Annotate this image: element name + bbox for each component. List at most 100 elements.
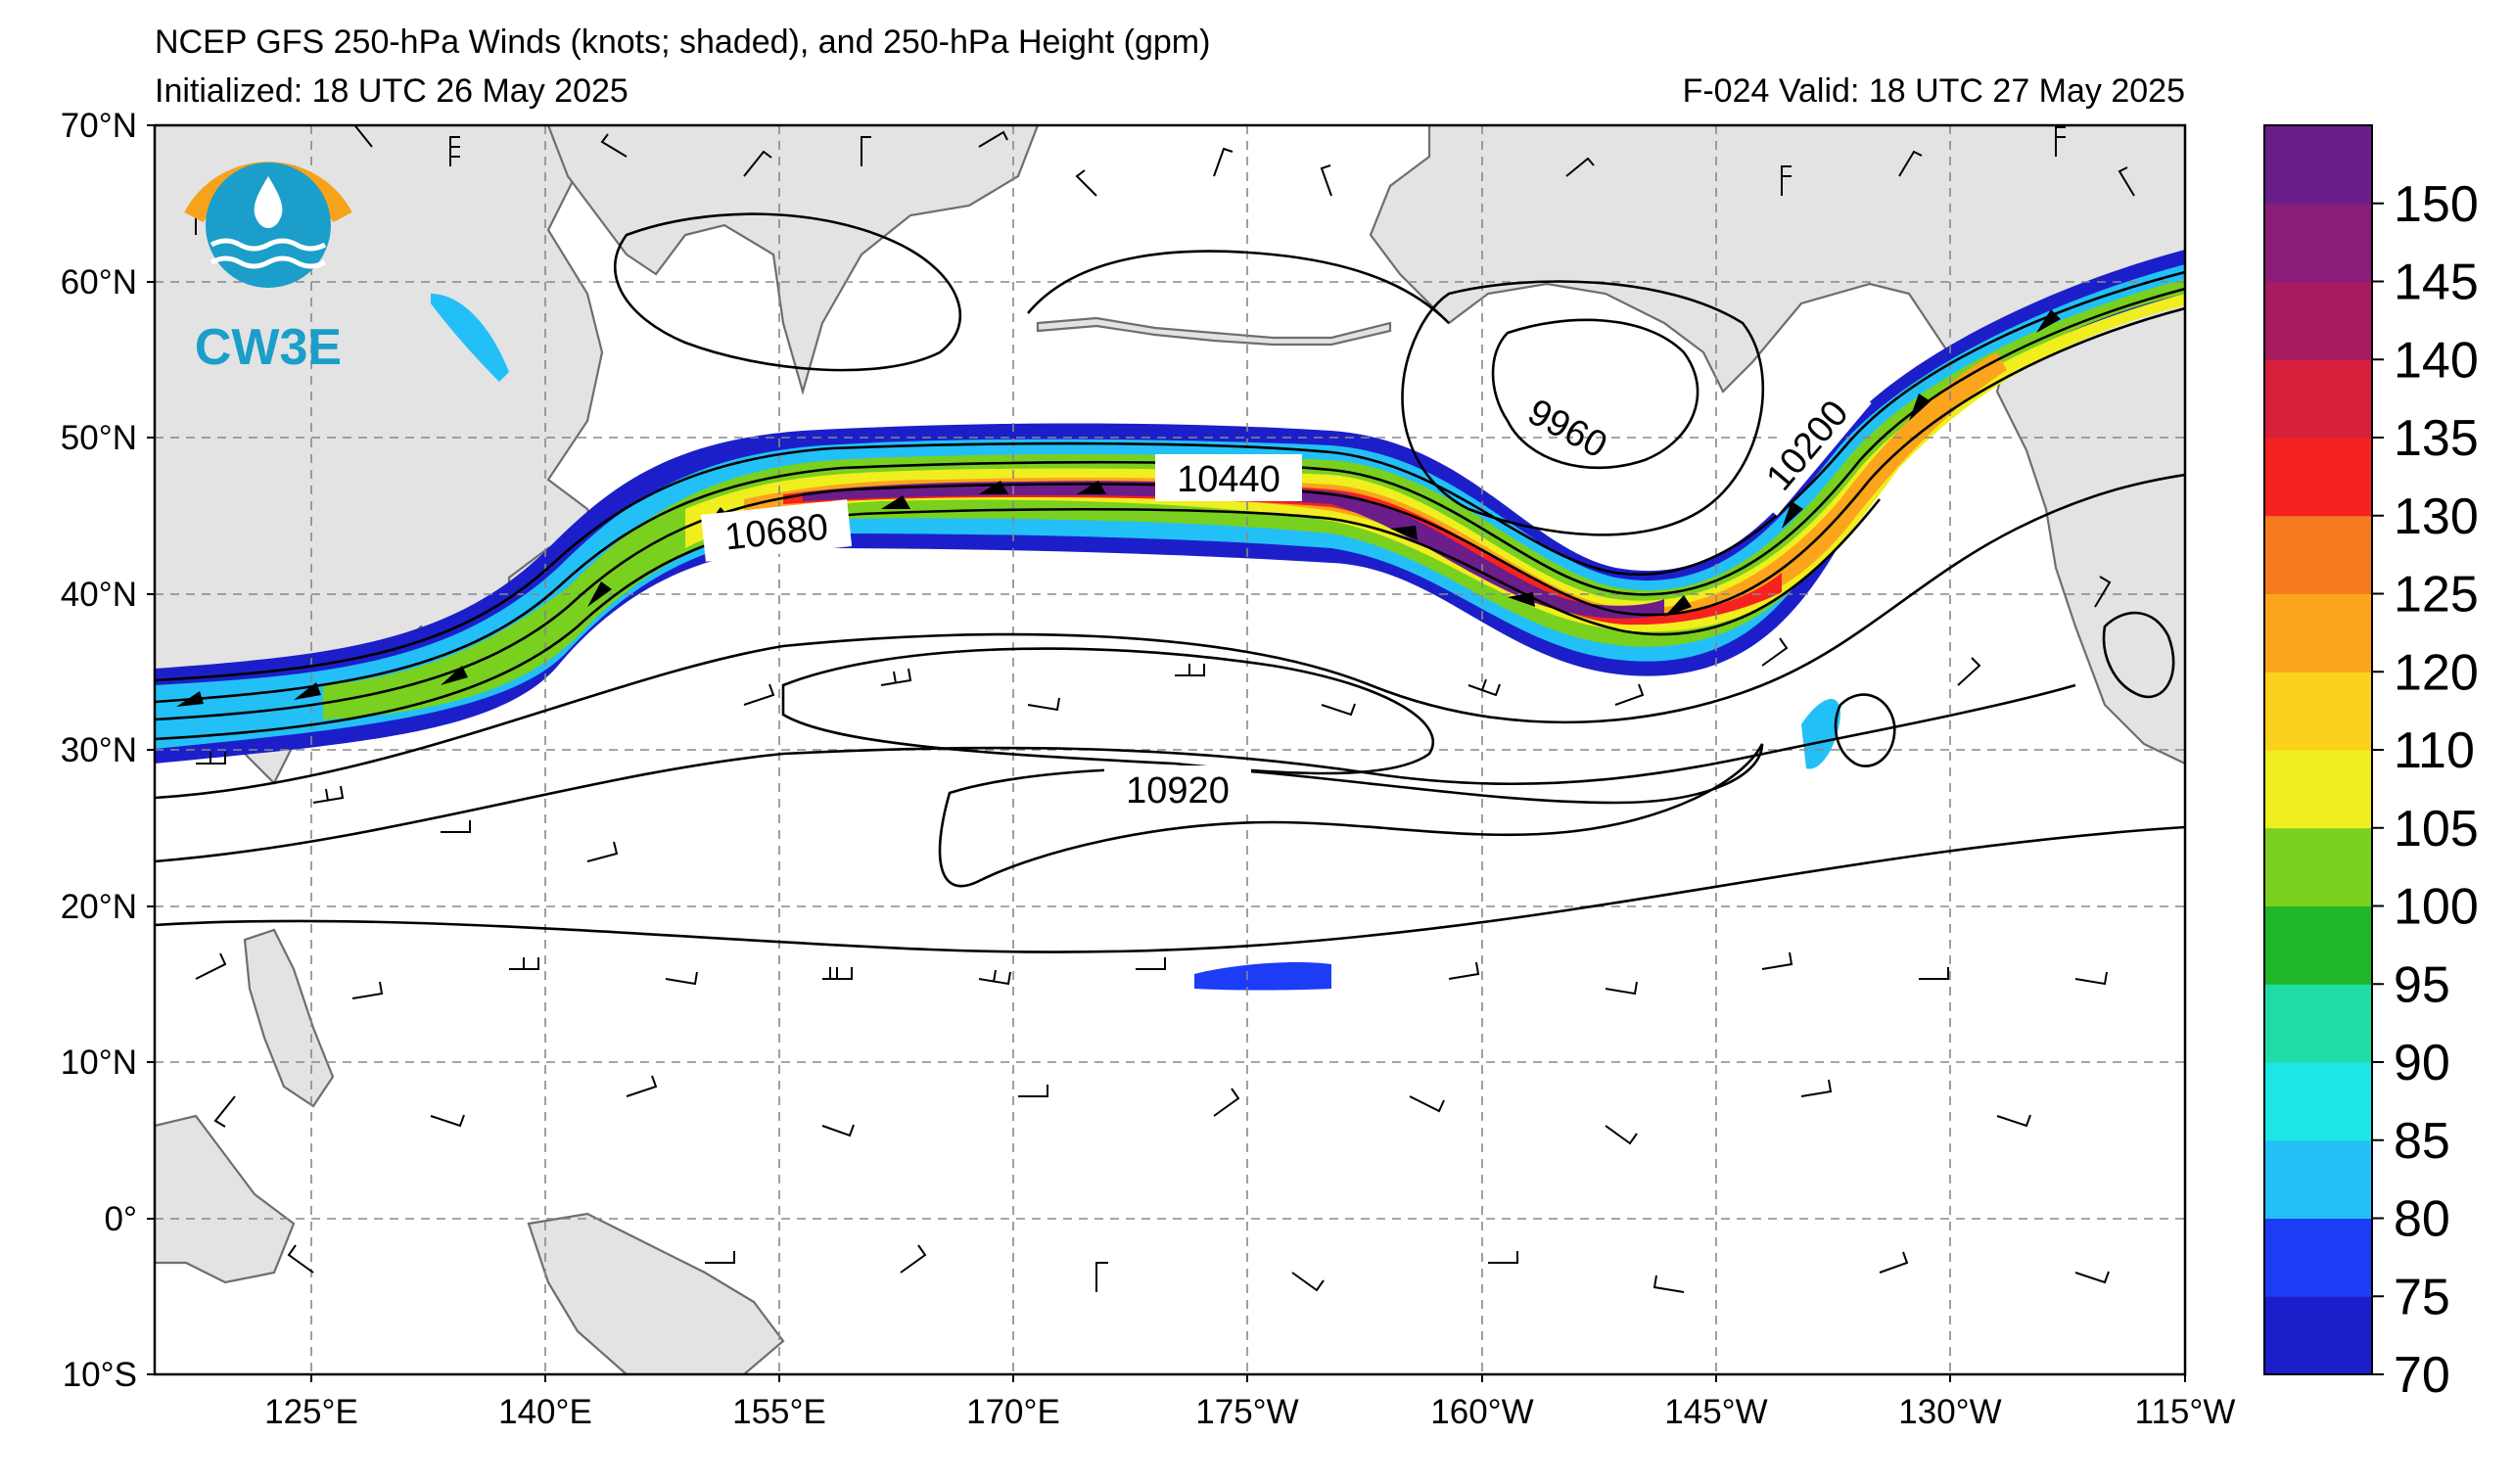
colorbar-segment	[2264, 1296, 2372, 1375]
wind-barb	[861, 136, 871, 166]
height-contour	[1491, 318, 1699, 470]
wind-barb	[1565, 157, 1595, 177]
wind-barb-flag	[294, 682, 321, 700]
wind-barb	[312, 785, 345, 804]
colorbar-label: 70	[2394, 1347, 2450, 1404]
colorbar-segment	[2264, 125, 2372, 205]
colorbar-label: 135	[2394, 410, 2479, 467]
lon-label: 140°E	[498, 1393, 592, 1431]
lat-label: 50°N	[61, 419, 137, 457]
wind-barb	[430, 1114, 465, 1128]
wind-barb	[1213, 147, 1234, 177]
contour-label-bg	[700, 499, 853, 562]
longitude-axis: 125°E 140°E 155°E 170°E 175°W 160°W 145°…	[264, 1374, 2235, 1431]
contour-label: 10440	[1177, 459, 1280, 500]
latitude-axis: 70°N 60°N 50°N 40°N 30°N 20°N 10°N 0° 10…	[61, 107, 155, 1394]
wind-barb-flag	[2036, 309, 2061, 333]
height-contour	[1027, 250, 1450, 324]
height-contour	[781, 647, 1435, 775]
logo-droplet-icon	[254, 176, 283, 228]
height-contour	[2102, 611, 2175, 699]
jet-shade-okhotsk	[431, 294, 509, 382]
wind-barb	[1614, 683, 1645, 706]
contour-label-bg	[1741, 373, 1872, 516]
wind-barb	[1409, 1095, 1445, 1113]
wind-barb	[287, 1244, 314, 1274]
kamchatka-siberia	[546, 125, 1040, 396]
height-contour	[155, 825, 2185, 953]
colorbar-segment	[2264, 281, 2372, 360]
height-contour	[613, 212, 962, 372]
wind-barb	[822, 967, 853, 980]
colorbar-label: 150	[2394, 176, 2479, 233]
lat-label: 40°N	[61, 576, 137, 614]
colorbar-segment	[2264, 438, 2372, 517]
height-contour	[155, 473, 2185, 800]
wind-barb	[449, 136, 460, 166]
wind-barb	[1467, 678, 1501, 697]
height-contour	[1401, 280, 1765, 536]
wind-barb	[2118, 166, 2135, 197]
height-contour	[155, 683, 2076, 863]
wind-barb	[353, 125, 373, 148]
wind-barb	[2074, 971, 2108, 986]
wind-barb	[351, 981, 384, 999]
colorbar-label: 110	[2394, 722, 2475, 779]
wind-barb	[1213, 1088, 1240, 1117]
wind-barb	[880, 668, 912, 686]
wind-barb	[1996, 1114, 2031, 1128]
colorbar-label: 95	[2394, 956, 2450, 1013]
wind-barb-flag	[1077, 481, 1106, 494]
wind-barb-flag	[176, 691, 204, 707]
lat-label: 0°	[105, 1200, 137, 1238]
wind-barb	[2074, 1271, 2110, 1284]
colorbar-label: 130	[2394, 488, 2479, 545]
height-contour	[155, 498, 1882, 741]
colorbar-segment	[2264, 593, 2372, 672]
wind-barb	[1653, 1275, 1685, 1293]
jet-shade-west-coast	[1801, 698, 1840, 769]
lat-label: 60°N	[61, 263, 137, 301]
wind-barb	[1605, 981, 1638, 996]
lat-label: 70°N	[61, 107, 137, 145]
colorbar-segment	[2264, 984, 2372, 1063]
wind-barb	[743, 683, 775, 706]
wind-barb-flag	[1664, 595, 1692, 617]
wind-barb	[213, 1095, 236, 1128]
wind-barb-flag	[1508, 592, 1535, 607]
wind-barb	[1761, 637, 1789, 667]
logo-wave	[210, 238, 327, 252]
wind-barb	[1879, 1251, 1909, 1274]
wind-barb-flag	[979, 481, 1008, 494]
colorbar-label: 125	[2394, 567, 2479, 624]
lon-label: 155°E	[732, 1393, 826, 1431]
lon-label: 130°W	[1898, 1393, 2001, 1431]
wind-barb	[586, 841, 619, 862]
map-title: NCEP GFS 250-hPa Winds (knots; shaded), …	[155, 23, 1210, 61]
wind-barb	[441, 820, 471, 833]
wind-barb	[2055, 126, 2066, 157]
new-guinea	[527, 1212, 785, 1374]
lat-label: 10°N	[61, 1043, 137, 1082]
colorbar-segment	[2264, 359, 2372, 439]
wind-barb-flag	[1390, 526, 1418, 540]
colorbar-segment	[2264, 1218, 2372, 1297]
colorbar-label: 90	[2394, 1035, 2450, 1091]
wind-barb	[1095, 1262, 1108, 1292]
wind-barb	[821, 1124, 855, 1137]
height-contour	[155, 270, 2185, 682]
wind-barb	[1075, 169, 1097, 197]
wind-barb	[1018, 1085, 1048, 1097]
cw3e-logo: CW3E	[184, 162, 352, 376]
wind-barb	[195, 952, 227, 980]
wind-barb	[509, 957, 539, 970]
contour-label: 10920	[1126, 770, 1230, 812]
lon-label: 160°W	[1430, 1393, 1533, 1431]
height-contour	[1834, 693, 1896, 767]
wind-barb	[1320, 164, 1332, 197]
colorbar-segment	[2264, 1062, 2372, 1141]
graticule	[155, 125, 2185, 1374]
colorbar-label: 100	[2394, 879, 2479, 936]
wind-barb	[1321, 703, 1356, 717]
